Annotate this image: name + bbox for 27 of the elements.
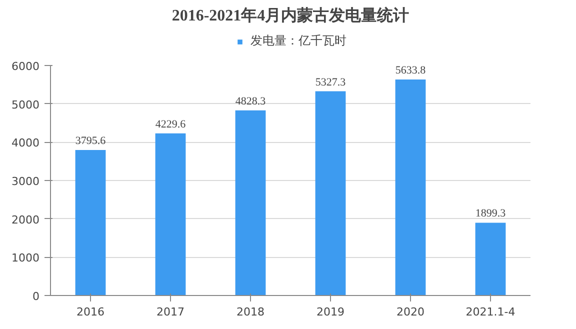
bar (75, 150, 106, 296)
data-label: 5327.3 (315, 76, 346, 88)
y-tick-label: 5000 (12, 98, 40, 112)
bar (475, 222, 506, 296)
bar (315, 91, 346, 296)
y-tick-label: 4000 (12, 136, 40, 150)
y-tick-label: 2000 (12, 213, 40, 226)
data-label: 5633.8 (395, 64, 426, 77)
bar (235, 110, 266, 296)
bar (395, 80, 426, 296)
x-tick-label: 2019 (316, 306, 345, 318)
bar (155, 133, 186, 296)
x-tick-label: 2017 (156, 306, 185, 318)
y-tick-label: 0 (32, 290, 40, 303)
legend-label: 发电量：亿千瓦时 (250, 32, 346, 50)
y-tick-label: 1000 (12, 252, 40, 265)
chart-title: 2016-2021年4月内蒙古发电量统计 (172, 6, 410, 24)
x-tick-label: 2021.1-4 (466, 306, 516, 318)
y-tick-label: 3000 (12, 175, 40, 188)
data-label: 1899.3 (475, 208, 506, 220)
x-tick-label: 2020 (396, 306, 425, 318)
data-label: 4828.3 (235, 95, 266, 108)
y-tick-label: 6000 (12, 60, 40, 73)
x-tick-label: 2018 (236, 306, 265, 318)
x-tick-label: 2016 (76, 306, 105, 318)
data-label: 3795.6 (75, 135, 106, 147)
data-label: 4229.6 (155, 118, 186, 130)
